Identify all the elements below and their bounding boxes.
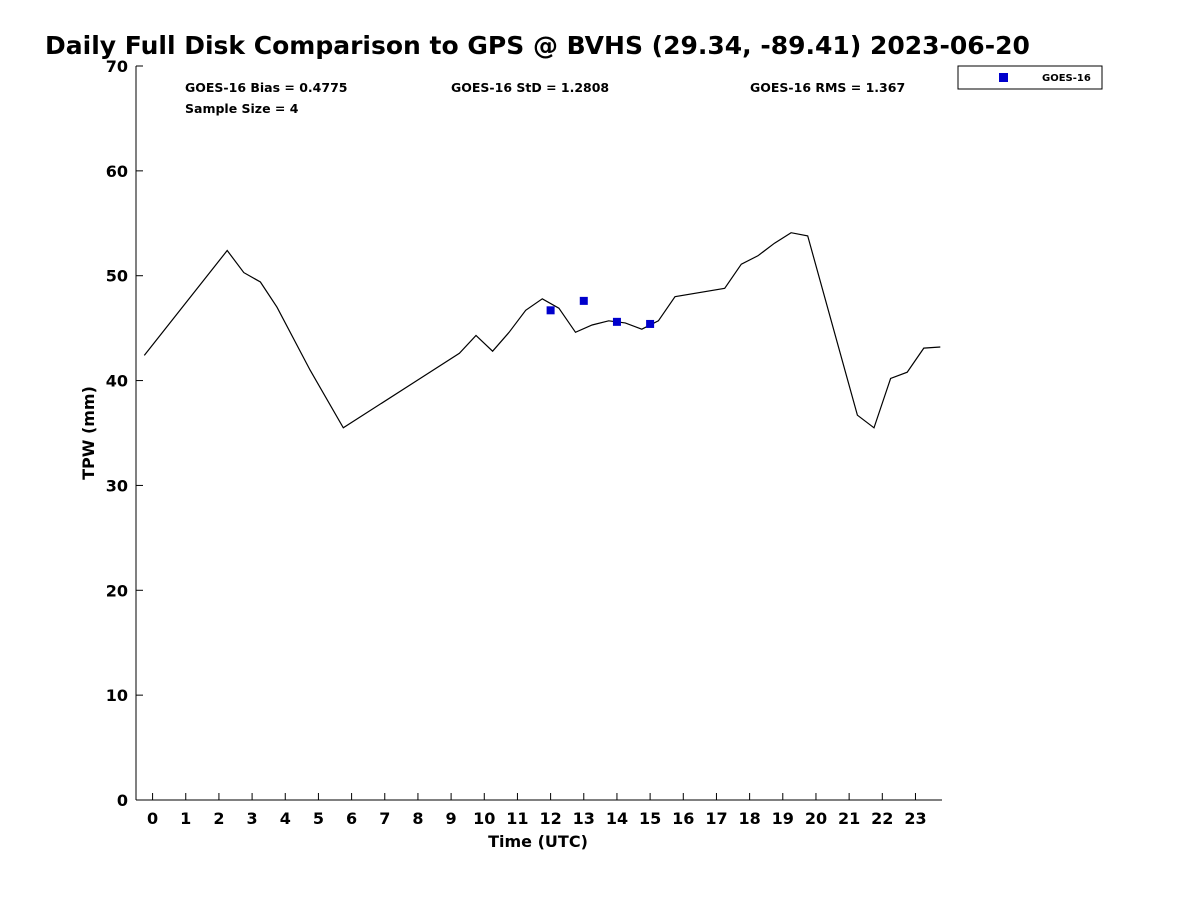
y-tick-label: 60	[106, 162, 128, 181]
chart-title: Daily Full Disk Comparison to GPS @ BVHS…	[45, 31, 1030, 60]
x-tick-label: 18	[738, 809, 760, 828]
sample-size-stat: Sample Size = 4	[185, 101, 299, 116]
stats-annotations: GOES-16 Bias = 0.4775 GOES-16 StD = 1.28…	[185, 80, 905, 116]
x-tick-label: 6	[346, 809, 357, 828]
x-tick-label: 15	[639, 809, 661, 828]
x-tick-label: 2	[213, 809, 224, 828]
x-tick-label: 21	[838, 809, 860, 828]
y-axis-label: TPW (mm)	[79, 386, 98, 480]
x-axis-label: Time (UTC)	[488, 832, 588, 851]
legend-marker	[999, 73, 1008, 82]
x-tick-label: 9	[446, 809, 457, 828]
x-tick-label: 1	[180, 809, 191, 828]
x-tick-label: 23	[904, 809, 926, 828]
gps-tpw-line	[143, 232, 941, 429]
x-tick-label: 5	[313, 809, 324, 828]
y-tick-label: 50	[106, 267, 128, 286]
goes16-point	[646, 319, 655, 328]
x-tick-label: 0	[147, 809, 158, 828]
y-tick-label: 0	[117, 791, 128, 810]
x-tick-label: 7	[379, 809, 390, 828]
x-tick-label: 20	[805, 809, 827, 828]
x-tick-label: 12	[539, 809, 561, 828]
y-tick-label: 30	[106, 476, 128, 495]
x-tick-label: 10	[473, 809, 495, 828]
bias-stat: GOES-16 Bias = 0.4775	[185, 80, 347, 95]
goes16-point	[579, 296, 588, 305]
legend: GOES-16	[957, 65, 1103, 90]
y-tick-label: 10	[106, 686, 128, 705]
legend-box	[957, 65, 1103, 90]
x-tick-label: 4	[280, 809, 291, 828]
legend-label: GOES-16	[1042, 73, 1091, 84]
x-tick-label: 16	[672, 809, 694, 828]
y-tick-label: 20	[106, 581, 128, 600]
x-tick-label: 17	[705, 809, 727, 828]
x-tick-label: 19	[772, 809, 794, 828]
x-tick-label: 3	[247, 809, 258, 828]
x-tick-label: 13	[573, 809, 595, 828]
goes16-point	[546, 306, 555, 315]
x-tick-label: 8	[412, 809, 423, 828]
plot-series	[143, 232, 941, 429]
y-tick-label: 70	[106, 57, 128, 76]
x-tick-label: 14	[606, 809, 628, 828]
x-tick-label: 22	[871, 809, 893, 828]
goes16-point	[612, 317, 621, 326]
rms-stat: GOES-16 RMS = 1.367	[750, 80, 905, 95]
y-tick-label: 40	[106, 372, 128, 391]
std-stat: GOES-16 StD = 1.2808	[451, 80, 609, 95]
x-tick-label: 11	[506, 809, 528, 828]
